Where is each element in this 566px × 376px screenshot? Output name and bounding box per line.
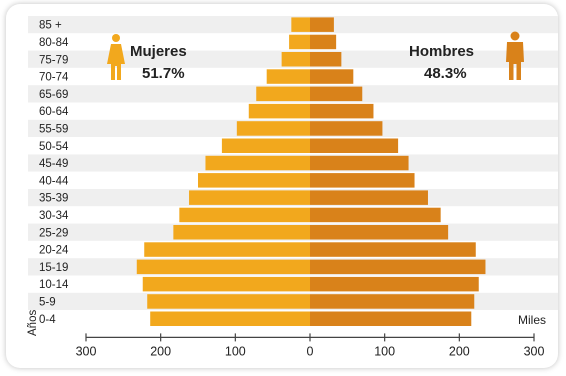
bar-women (150, 311, 310, 326)
bar-women (291, 17, 310, 32)
age-label: 20-24 (39, 245, 69, 257)
bar-women (236, 121, 310, 136)
bar-women (281, 52, 310, 67)
age-label: 25-29 (39, 227, 68, 239)
bar-men (310, 121, 383, 136)
bar-men (310, 311, 472, 326)
age-label: 60-64 (39, 106, 69, 118)
bar-men (310, 225, 449, 240)
chart-frame: 85 + 80-84 75-79 70-74 65-69 60-64 55-59 50-54 4… (6, 4, 558, 368)
age-label: 50-54 (39, 141, 69, 153)
bar-women (205, 155, 310, 171)
bar-men (310, 138, 399, 153)
age-label: 15-19 (39, 262, 68, 274)
bar-women (221, 138, 310, 153)
bar-men (310, 155, 409, 171)
age-label: 55-59 (39, 123, 68, 135)
age-labels: 85 + 80-84 75-79 70-74 65-69 60-64 55-59 50-54 4… (39, 20, 69, 326)
x-tick-label: 300 (524, 344, 545, 358)
age-label: 45-49 (39, 158, 68, 170)
bar-women (256, 86, 310, 102)
x-tick-label: 100 (374, 344, 395, 358)
woman-icon (107, 34, 125, 80)
bar-women (179, 207, 310, 223)
bar-men (310, 276, 479, 292)
bar-men (310, 207, 441, 223)
bar-women (248, 103, 310, 119)
x-tick-label: 200 (150, 344, 171, 358)
bar-men (310, 190, 428, 205)
x-tick-label: 300 (76, 344, 97, 358)
legend-men-name: Hombres (409, 43, 474, 60)
bars (136, 17, 486, 326)
bar-women (198, 173, 310, 188)
y-axis-title: Años (27, 310, 39, 336)
bar-men (310, 69, 354, 84)
legend-men-percent: 48.3% (424, 65, 467, 82)
bar-women (147, 294, 310, 309)
age-label: 5-9 (39, 296, 56, 308)
bar-women (136, 259, 310, 275)
bar-men (310, 34, 337, 50)
age-label: 30-34 (39, 210, 69, 222)
age-label: 70-74 (39, 72, 69, 84)
age-label: 0-4 (39, 314, 56, 326)
x-tick-label: 100 (225, 344, 246, 358)
legend-women-percent: 51.7% (142, 65, 185, 82)
bar-women (142, 276, 310, 292)
bar-men (310, 242, 476, 257)
age-label: 10-14 (39, 279, 69, 291)
bar-men (310, 52, 342, 67)
age-label: 35-39 (39, 193, 68, 205)
bar-men (310, 294, 475, 309)
bar-men (310, 17, 334, 32)
legend-women-name: Mujeres (130, 43, 187, 60)
x-unit-label: Miles (518, 313, 546, 327)
x-tick-label: 0 (307, 344, 314, 358)
bar-men (310, 86, 363, 102)
bar-women (173, 225, 310, 240)
legend-women: Mujeres 51.7% (107, 34, 187, 82)
legend-men: Hombres 48.3% (409, 31, 524, 82)
man-icon (506, 31, 524, 80)
bar-women (144, 242, 310, 257)
bar-men (310, 259, 486, 275)
age-label: 75-79 (39, 54, 68, 66)
population-pyramid: 85 + 80-84 75-79 70-74 65-69 60-64 55-59 50-54 4… (27, 16, 558, 358)
x-axis: 300 200 100 0 100 200 300 (76, 333, 545, 358)
bar-women (266, 69, 310, 84)
bar-women (289, 34, 310, 50)
age-label: 65-69 (39, 89, 68, 101)
bar-women (189, 190, 310, 205)
bar-men (310, 103, 374, 119)
age-label: 85 + (39, 20, 62, 32)
age-label: 80-84 (39, 37, 69, 49)
bar-men (310, 173, 415, 188)
age-label: 40-44 (39, 175, 69, 187)
x-tick-label: 200 (449, 344, 470, 358)
